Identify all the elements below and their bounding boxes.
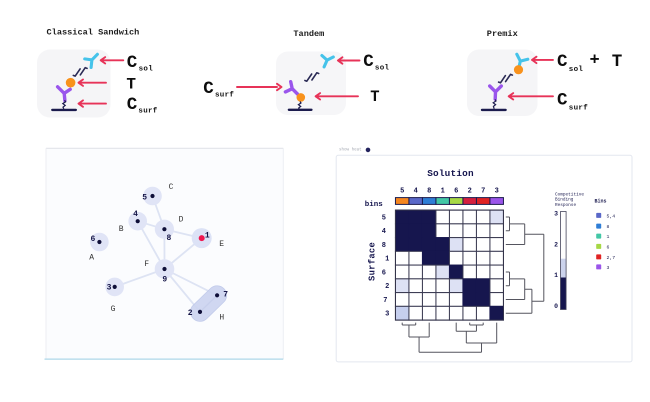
svg-text:8: 8: [607, 224, 610, 230]
svg-text:Tandem: Tandem: [293, 29, 324, 39]
svg-text:Competitive: Competitive: [555, 193, 584, 198]
svg-text:1: 1: [385, 256, 389, 264]
svg-text:Classical Sandwich: Classical Sandwich: [47, 28, 140, 38]
svg-text:3: 3: [495, 187, 499, 195]
svg-text:bins: bins: [365, 201, 384, 209]
svg-text:C: C: [557, 52, 568, 72]
svg-text:C: C: [127, 53, 138, 73]
svg-text:C: C: [203, 79, 214, 99]
svg-text:1: 1: [554, 272, 558, 279]
svg-text:7: 7: [481, 187, 485, 195]
svg-text:D: D: [179, 215, 184, 224]
svg-text:8: 8: [166, 234, 171, 243]
svg-text:7: 7: [383, 297, 387, 305]
svg-text:8: 8: [382, 242, 386, 250]
svg-text:F: F: [144, 260, 149, 269]
svg-text:6: 6: [382, 269, 386, 277]
svg-text:G: G: [111, 305, 116, 314]
svg-text:sol: sol: [375, 65, 390, 73]
svg-text:surf: surf: [138, 107, 157, 115]
svg-text:9: 9: [162, 275, 167, 284]
svg-text:2: 2: [468, 187, 472, 195]
svg-text:H: H: [219, 314, 224, 323]
svg-text:1: 1: [441, 187, 445, 195]
svg-text:5: 5: [382, 214, 386, 222]
svg-text:2: 2: [385, 283, 389, 291]
svg-text:Binding: Binding: [555, 198, 574, 203]
svg-text:2,7: 2,7: [607, 255, 616, 261]
svg-text:3: 3: [554, 210, 558, 217]
svg-text:6: 6: [607, 244, 610, 250]
svg-text:Premix: Premix: [487, 29, 518, 39]
svg-text:sol: sol: [569, 66, 584, 74]
svg-text:T: T: [126, 76, 136, 94]
svg-text:3: 3: [607, 265, 610, 271]
svg-text:2: 2: [188, 309, 193, 318]
svg-text:+: +: [590, 52, 600, 71]
svg-text:4: 4: [133, 210, 138, 219]
svg-text:0: 0: [554, 303, 558, 310]
svg-text:surf: surf: [215, 92, 234, 100]
svg-text:C: C: [169, 183, 174, 192]
svg-text:Bins: Bins: [595, 199, 607, 205]
svg-text:1: 1: [607, 234, 610, 240]
svg-text:6: 6: [90, 235, 95, 244]
svg-text:show heat: show heat: [339, 148, 362, 153]
svg-text:C: C: [557, 91, 568, 111]
svg-text:B: B: [119, 225, 124, 234]
svg-text:A: A: [89, 254, 94, 263]
svg-text:5: 5: [400, 187, 404, 195]
svg-text:4: 4: [414, 187, 418, 195]
svg-text:C: C: [127, 95, 138, 115]
svg-text:1: 1: [205, 232, 210, 241]
svg-text:5: 5: [142, 193, 147, 202]
svg-text:3: 3: [107, 284, 112, 293]
svg-text:Response: Response: [555, 203, 576, 208]
svg-text:Surface: Surface: [368, 242, 378, 281]
svg-text:7: 7: [223, 291, 228, 300]
svg-text:surf: surf: [569, 105, 588, 113]
svg-text:C: C: [363, 52, 374, 72]
svg-text:6: 6: [454, 187, 458, 195]
svg-text:E: E: [219, 240, 224, 249]
svg-text:5,4: 5,4: [607, 213, 616, 219]
svg-text:8: 8: [427, 187, 431, 195]
svg-text:2: 2: [554, 241, 558, 248]
svg-text:4: 4: [382, 228, 386, 236]
svg-text:3: 3: [385, 311, 389, 319]
svg-text:T: T: [612, 52, 623, 72]
svg-text:Solution: Solution: [427, 168, 474, 179]
svg-text:T: T: [370, 88, 379, 106]
svg-text:sol: sol: [139, 65, 154, 73]
